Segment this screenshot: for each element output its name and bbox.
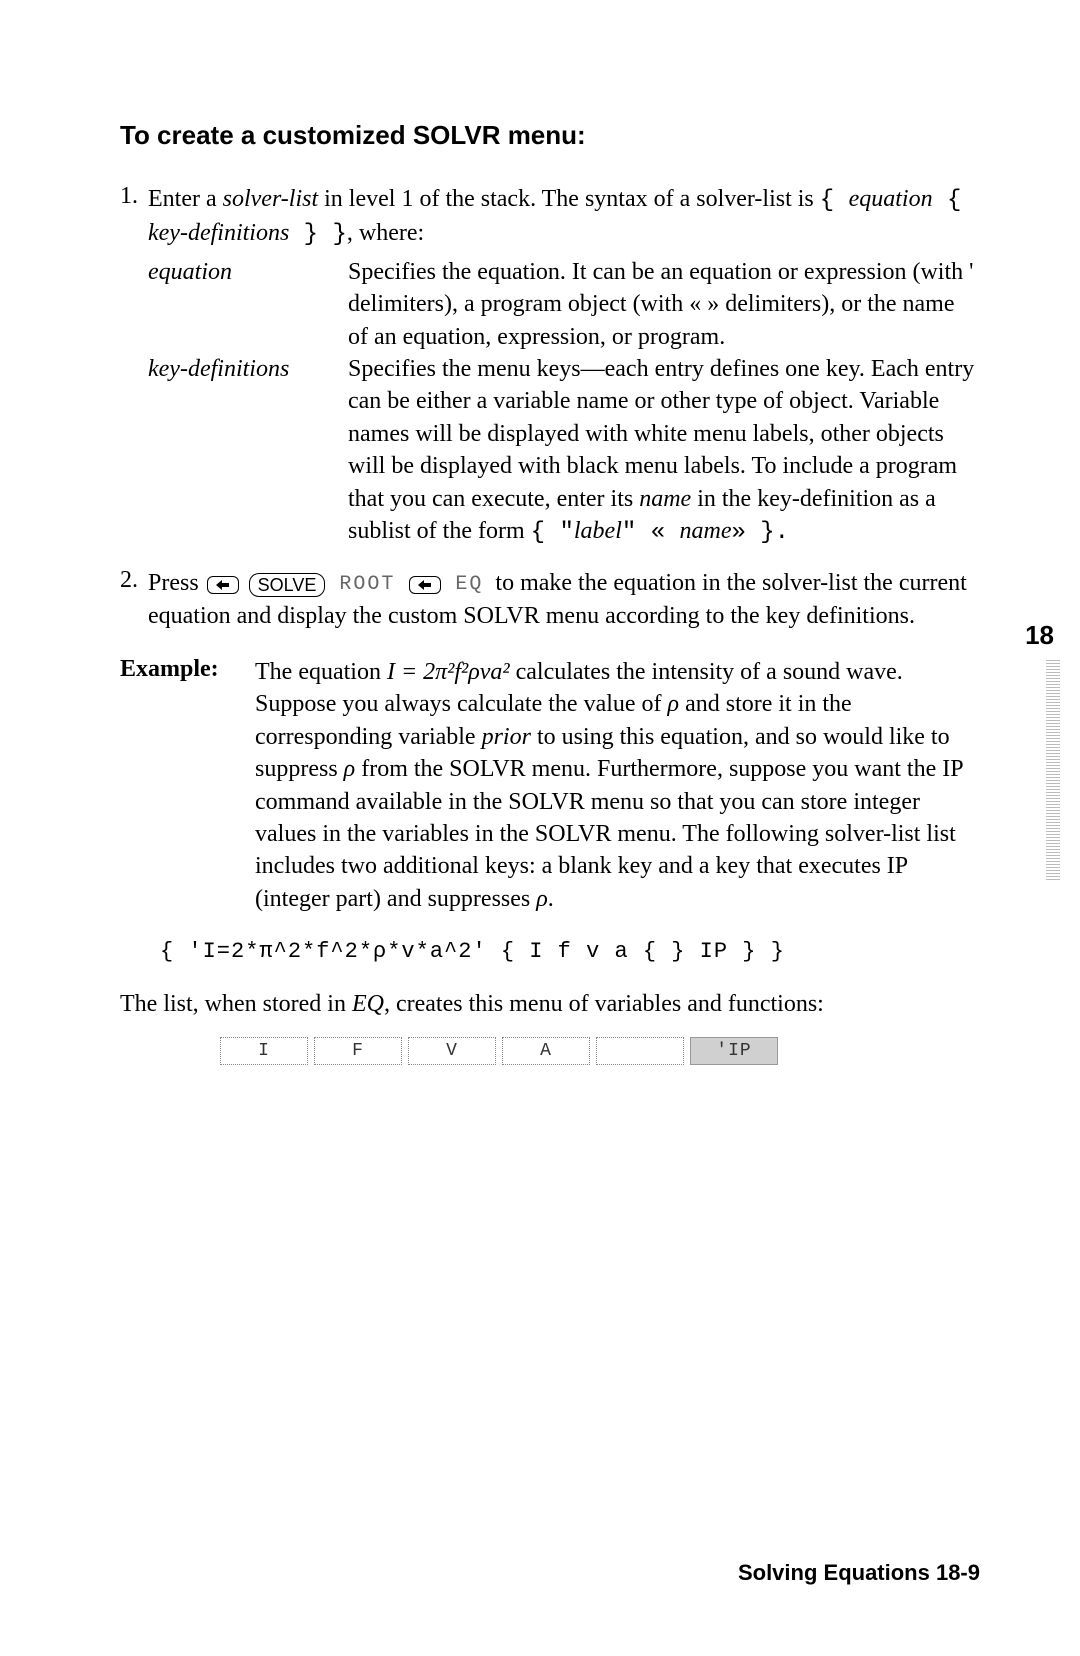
text: , where: xyxy=(347,220,424,246)
text: , creates this menu of variables and fun… xyxy=(384,991,824,1017)
formula: I = 2π²f²ρva² xyxy=(387,659,510,685)
text: Press xyxy=(148,570,205,596)
solvr-menu-bar: I F V A 'IP xyxy=(220,1037,980,1065)
page-container: To create a customized SOLVR menu: 1. En… xyxy=(0,0,1080,1125)
eq-menu-label: EQ xyxy=(451,573,487,596)
term-eq: EQ xyxy=(352,991,384,1017)
rho: ρ xyxy=(344,756,356,782)
text: . xyxy=(548,886,554,912)
section-heading: To create a customized SOLVR menu: xyxy=(120,120,980,151)
brace: { xyxy=(933,187,962,214)
brace: { xyxy=(820,187,849,214)
page-footer: Solving Equations 18-9 xyxy=(738,1560,980,1586)
term-label: label xyxy=(574,518,622,544)
text: Enter a xyxy=(148,186,223,212)
step-1: 1. Enter a solver-list in level 1 of the… xyxy=(120,183,980,559)
def-text: Specifies the equation. It can be an equ… xyxy=(348,256,980,353)
example-content: The equation I = 2π²f²ρva² calculates th… xyxy=(255,656,980,915)
step-content: Press SOLVE ROOT EQ to make the equation… xyxy=(148,567,980,632)
brace: " « xyxy=(622,519,680,546)
text: The equation xyxy=(255,659,387,685)
rho: ρ xyxy=(536,886,548,912)
example-label: Example: xyxy=(120,656,255,915)
left-shift-key-icon xyxy=(409,576,441,594)
definition-row: key-definitions Specifies the menu keys—… xyxy=(148,353,980,549)
term-name: name xyxy=(639,486,691,512)
rho: ρ xyxy=(668,691,680,717)
bottom-text: The list, when stored in EQ, creates thi… xyxy=(120,988,980,1020)
chapter-tab: 18 xyxy=(1025,620,1054,651)
brace: { " xyxy=(531,519,574,546)
text: The list, when stored in xyxy=(120,991,352,1017)
text: from the SOLVR menu. Furthermore, suppos… xyxy=(255,756,963,912)
def-text: Specifies the menu keys—each entry defin… xyxy=(348,353,980,549)
example-section: Example: The equation I = 2π²f²ρva² calc… xyxy=(120,656,980,915)
definition-table: equation Specifies the equation. It can … xyxy=(148,256,980,550)
term-solver-list: solver-list xyxy=(223,186,319,212)
term-name: name xyxy=(679,518,731,544)
definition-row: equation Specifies the equation. It can … xyxy=(148,256,980,353)
menu-key-blank xyxy=(596,1037,684,1065)
def-term-equation: equation xyxy=(148,256,348,353)
solve-key: SOLVE xyxy=(249,573,326,597)
menu-key-f: F xyxy=(314,1037,402,1065)
step-number: 2. xyxy=(120,567,148,632)
term-prior: prior xyxy=(482,724,531,750)
term-equation: equation xyxy=(849,186,933,212)
left-shift-key-icon xyxy=(207,576,239,594)
menu-key-i: I xyxy=(220,1037,308,1065)
text: in level 1 of the stack. The syntax of a… xyxy=(318,186,820,212)
step-content: Enter a solver-list in level 1 of the st… xyxy=(148,183,980,559)
step-2: 2. Press SOLVE ROOT EQ to make the equat… xyxy=(120,567,980,632)
thumb-index-strip xyxy=(1046,660,1060,880)
menu-key-a: A xyxy=(502,1037,590,1065)
def-term-key-definitions: key-definitions xyxy=(148,353,348,549)
brace: } } xyxy=(289,221,347,248)
brace: » }. xyxy=(731,519,789,546)
root-menu-label: ROOT xyxy=(335,573,399,596)
term-key-definitions: key-definitions xyxy=(148,220,289,246)
code-listing: { 'I=2*π^2*f^2*ρ*v*a^2' { I f v a { } IP… xyxy=(160,939,980,964)
menu-key-v: V xyxy=(408,1037,496,1065)
step-number: 1. xyxy=(120,183,148,559)
menu-key-ip: 'IP xyxy=(690,1037,778,1065)
